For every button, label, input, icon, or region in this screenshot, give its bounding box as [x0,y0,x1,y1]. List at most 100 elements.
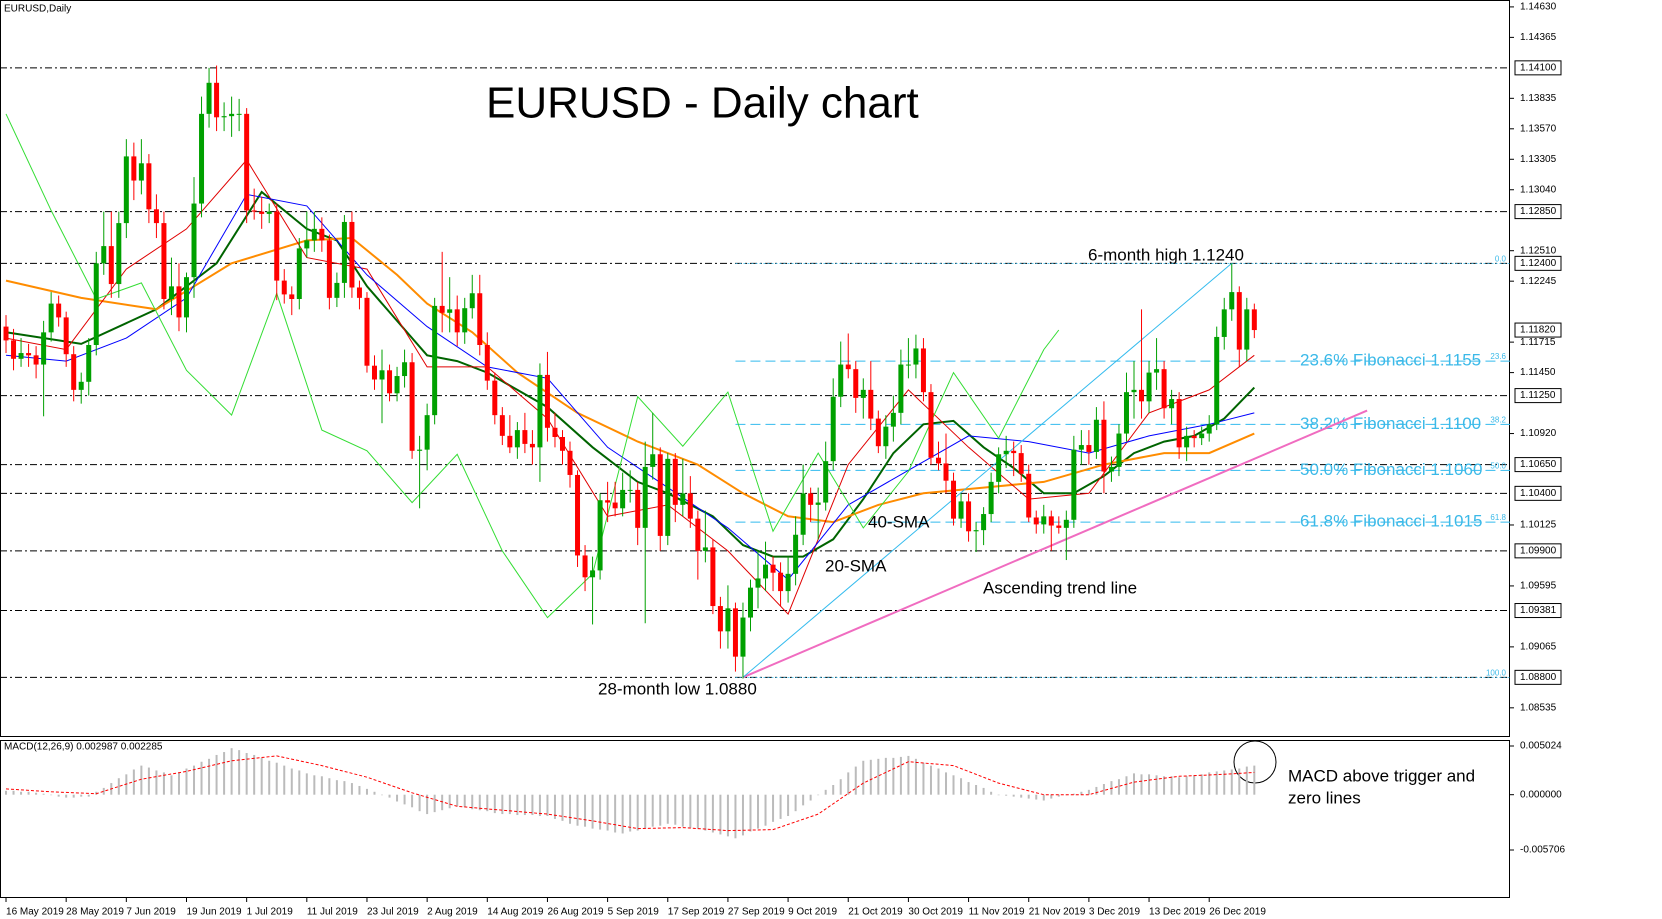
candle-body [417,449,423,451]
level-label: 1.11250 [1520,390,1556,401]
candle-body [785,573,791,592]
macd-bar [1012,794,1015,797]
candle-body [687,493,693,519]
x-tick-label: 13 Dec 2019 [1149,907,1206,918]
fib-label: 50.0% Fibonacci 1.1060 [1300,460,1482,479]
macd-bar [448,794,451,809]
candle-body [507,435,513,448]
macd-bar [576,794,579,826]
macd-bar [471,794,474,810]
y-tick-label: 1.09065 [1520,642,1557,653]
candle-body [432,305,438,416]
trend-label: Ascending trend line [983,578,1137,597]
x-tick-label: 11 Jul 2019 [307,907,358,918]
candle-body [522,430,528,444]
macd-bar [952,775,955,795]
x-tick-label: 11 Nov 2019 [969,907,1025,918]
trend-line [742,262,1233,678]
macd-bar [486,794,489,812]
candle-body [214,82,220,118]
candle-body [544,374,550,428]
level-box [1514,603,1562,619]
candle-body [590,570,596,578]
macd-bar [538,794,541,817]
macd-bar [621,794,624,834]
candle-body [1071,449,1077,520]
macd-bar [764,794,767,826]
y-tick-label: 1.09595 [1520,581,1557,592]
macd-bar [1230,769,1233,795]
candle-body [71,354,77,390]
macd-bar [749,794,752,832]
macd-bar [1005,794,1008,796]
ichimoku-line [5,193,1255,581]
macd-bar [1215,771,1218,795]
candle-body [499,415,505,436]
x-tick-label: 1 Jul 2019 [247,907,294,918]
macd-bar [651,794,654,827]
macd-bar [1200,774,1203,795]
candle-body [898,364,904,413]
candle-body [18,353,24,359]
candle-body [800,493,806,535]
x-tick-label: 5 Sep 2019 [608,907,660,918]
candle-body [131,156,137,181]
macd-bar [569,794,572,824]
macd-bar [1087,789,1090,795]
fib-label: 23.6% Fibonacci 1.1155 [1300,351,1481,370]
candle-body [296,248,302,299]
macd-bar [914,758,917,795]
candle-body [477,293,483,345]
y-tick-label: 1.11450 [1520,367,1556,378]
macd-bar [358,785,361,795]
macd-bar [441,794,444,811]
candle-body [860,389,866,398]
macd-bar [365,788,368,795]
candle-body [1221,309,1227,337]
candle-body [620,489,626,509]
candle-body [1251,309,1257,331]
macd-bar [42,793,45,795]
candle-body [702,547,708,551]
candle-body [1011,450,1017,454]
candle-body [529,443,535,448]
macd-bar [1057,794,1060,797]
macd-bar [396,794,399,802]
candle-body [251,210,257,212]
level-box [1514,388,1562,404]
y-tick-label: 1.13305 [1520,154,1557,165]
macd-bar [290,768,293,795]
trend-line [742,409,1368,679]
level-box [1514,543,1562,559]
x-tick-label: 2 Aug 2019 [427,907,478,918]
macd-bar [27,791,30,795]
macd-bar [892,757,895,795]
candle-body [462,308,468,333]
y-tick-label: 1.10125 [1520,520,1557,531]
candle-body [853,369,859,398]
candle-body [695,518,701,551]
candle-body [304,240,310,249]
candle-body [552,427,558,437]
candle-body [830,396,836,462]
candle-body [755,578,761,588]
macd-bar [689,794,692,828]
macd-bar [1178,777,1181,795]
macd-note: MACD above trigger and [1288,766,1475,785]
candle-body [1154,369,1160,373]
macd-note: zero lines [1288,788,1361,807]
macd-bar [1080,791,1083,795]
macd-bar [463,794,466,808]
candle-body [1191,435,1197,439]
macd-bar [772,794,775,822]
macd-bar [57,794,60,797]
macd-bar [1072,793,1075,795]
macd-bar [275,762,278,795]
candle-body [236,113,242,115]
macd-bar [5,790,8,795]
candle-body [281,280,287,295]
x-tick-label: 19 Jun 2019 [186,907,241,918]
candle-body [146,163,152,210]
macd-bar [208,758,211,795]
